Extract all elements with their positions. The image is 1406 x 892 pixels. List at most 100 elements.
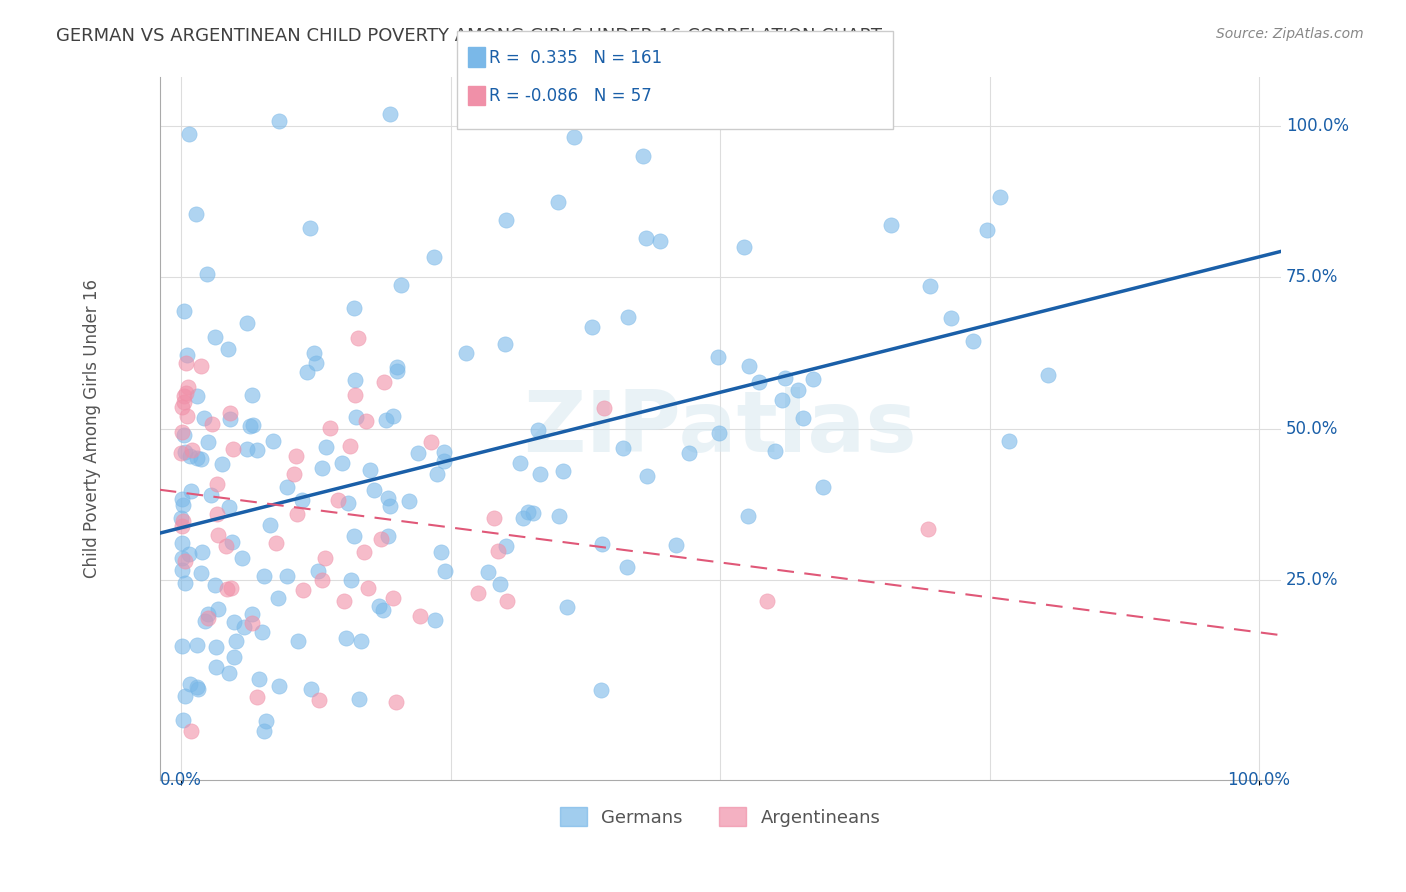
- Germans: [398, 494, 420, 508]
- Text: 100.0%: 100.0%: [1227, 771, 1291, 789]
- Germans: [262, 434, 284, 449]
- Argentineans: [240, 616, 263, 631]
- Germans: [665, 538, 688, 552]
- Text: ZIPatlas: ZIPatlas: [523, 387, 917, 470]
- Argentineans: [174, 554, 197, 568]
- Argentineans: [373, 375, 395, 389]
- Germans: [389, 278, 412, 293]
- Argentineans: [176, 386, 198, 401]
- Germans: [190, 545, 212, 559]
- Germans: [616, 560, 638, 574]
- Germans: [591, 537, 613, 551]
- Text: 100.0%: 100.0%: [1286, 117, 1348, 135]
- Germans: [678, 446, 700, 460]
- Argentineans: [221, 442, 243, 456]
- Argentineans: [408, 609, 430, 624]
- Germans: [581, 320, 603, 334]
- Germans: [434, 564, 457, 578]
- Argentineans: [343, 387, 366, 401]
- Argentineans: [291, 583, 314, 598]
- Text: Source: ZipAtlas.com: Source: ZipAtlas.com: [1216, 27, 1364, 41]
- Germans: [247, 672, 270, 686]
- Germans: [422, 250, 444, 264]
- Germans: [276, 568, 298, 582]
- Germans: [548, 509, 571, 524]
- Argentineans: [170, 400, 193, 414]
- Argentineans: [219, 406, 242, 420]
- Germans: [186, 389, 208, 403]
- Argentineans: [170, 446, 193, 460]
- Argentineans: [219, 581, 242, 595]
- Germans: [194, 614, 217, 628]
- Germans: [235, 316, 257, 330]
- Germans: [173, 303, 195, 318]
- Germans: [170, 551, 193, 566]
- Argentineans: [382, 591, 405, 605]
- Germans: [489, 577, 512, 591]
- Argentineans: [496, 594, 519, 608]
- Germans: [373, 602, 395, 616]
- Germans: [239, 419, 262, 434]
- Argentineans: [346, 331, 368, 345]
- Germans: [631, 149, 654, 163]
- Germans: [775, 371, 797, 385]
- Germans: [221, 535, 243, 549]
- Germans: [363, 483, 385, 497]
- Germans: [748, 375, 770, 389]
- Argentineans: [201, 417, 224, 431]
- Argentineans: [215, 539, 238, 553]
- Germans: [343, 529, 366, 543]
- Text: 75.0%: 75.0%: [1286, 268, 1339, 286]
- Germans: [186, 638, 208, 652]
- Argentineans: [593, 401, 616, 415]
- Germans: [186, 680, 208, 694]
- Argentineans: [314, 550, 336, 565]
- Argentineans: [176, 409, 198, 424]
- Argentineans: [755, 593, 778, 607]
- Germans: [433, 454, 456, 468]
- Germans: [197, 607, 219, 621]
- Germans: [250, 625, 273, 640]
- Germans: [287, 633, 309, 648]
- Argentineans: [172, 514, 194, 528]
- Argentineans: [181, 443, 204, 458]
- Germans: [792, 410, 814, 425]
- Germans: [218, 500, 240, 514]
- Germans: [516, 505, 538, 519]
- Germans: [179, 127, 201, 141]
- Germans: [423, 613, 446, 627]
- Argentineans: [285, 449, 308, 463]
- Germans: [231, 550, 253, 565]
- Germans: [179, 449, 201, 463]
- Germans: [387, 359, 409, 374]
- Argentineans: [385, 695, 408, 709]
- Germans: [737, 509, 759, 524]
- Germans: [920, 279, 942, 293]
- Argentineans: [173, 394, 195, 409]
- Argentineans: [486, 544, 509, 558]
- Germans: [186, 207, 208, 221]
- Germans: [378, 107, 401, 121]
- Argentineans: [190, 359, 212, 373]
- Germans: [772, 393, 794, 408]
- Argentineans: [285, 507, 308, 521]
- Germans: [495, 213, 517, 227]
- Germans: [495, 539, 517, 553]
- Germans: [344, 410, 367, 425]
- Argentineans: [174, 356, 197, 370]
- Germans: [343, 373, 366, 387]
- Argentineans: [311, 573, 333, 587]
- Germans: [612, 442, 634, 456]
- Germans: [359, 463, 381, 477]
- Text: R =  0.335   N = 161: R = 0.335 N = 161: [489, 49, 662, 67]
- Germans: [299, 681, 322, 696]
- Argentineans: [215, 582, 238, 596]
- Germans: [315, 440, 337, 454]
- Germans: [547, 195, 569, 210]
- Germans: [217, 342, 239, 356]
- Germans: [976, 223, 998, 237]
- Germans: [187, 682, 209, 697]
- Argentineans: [326, 493, 349, 508]
- Germans: [378, 499, 401, 513]
- Germans: [307, 564, 329, 578]
